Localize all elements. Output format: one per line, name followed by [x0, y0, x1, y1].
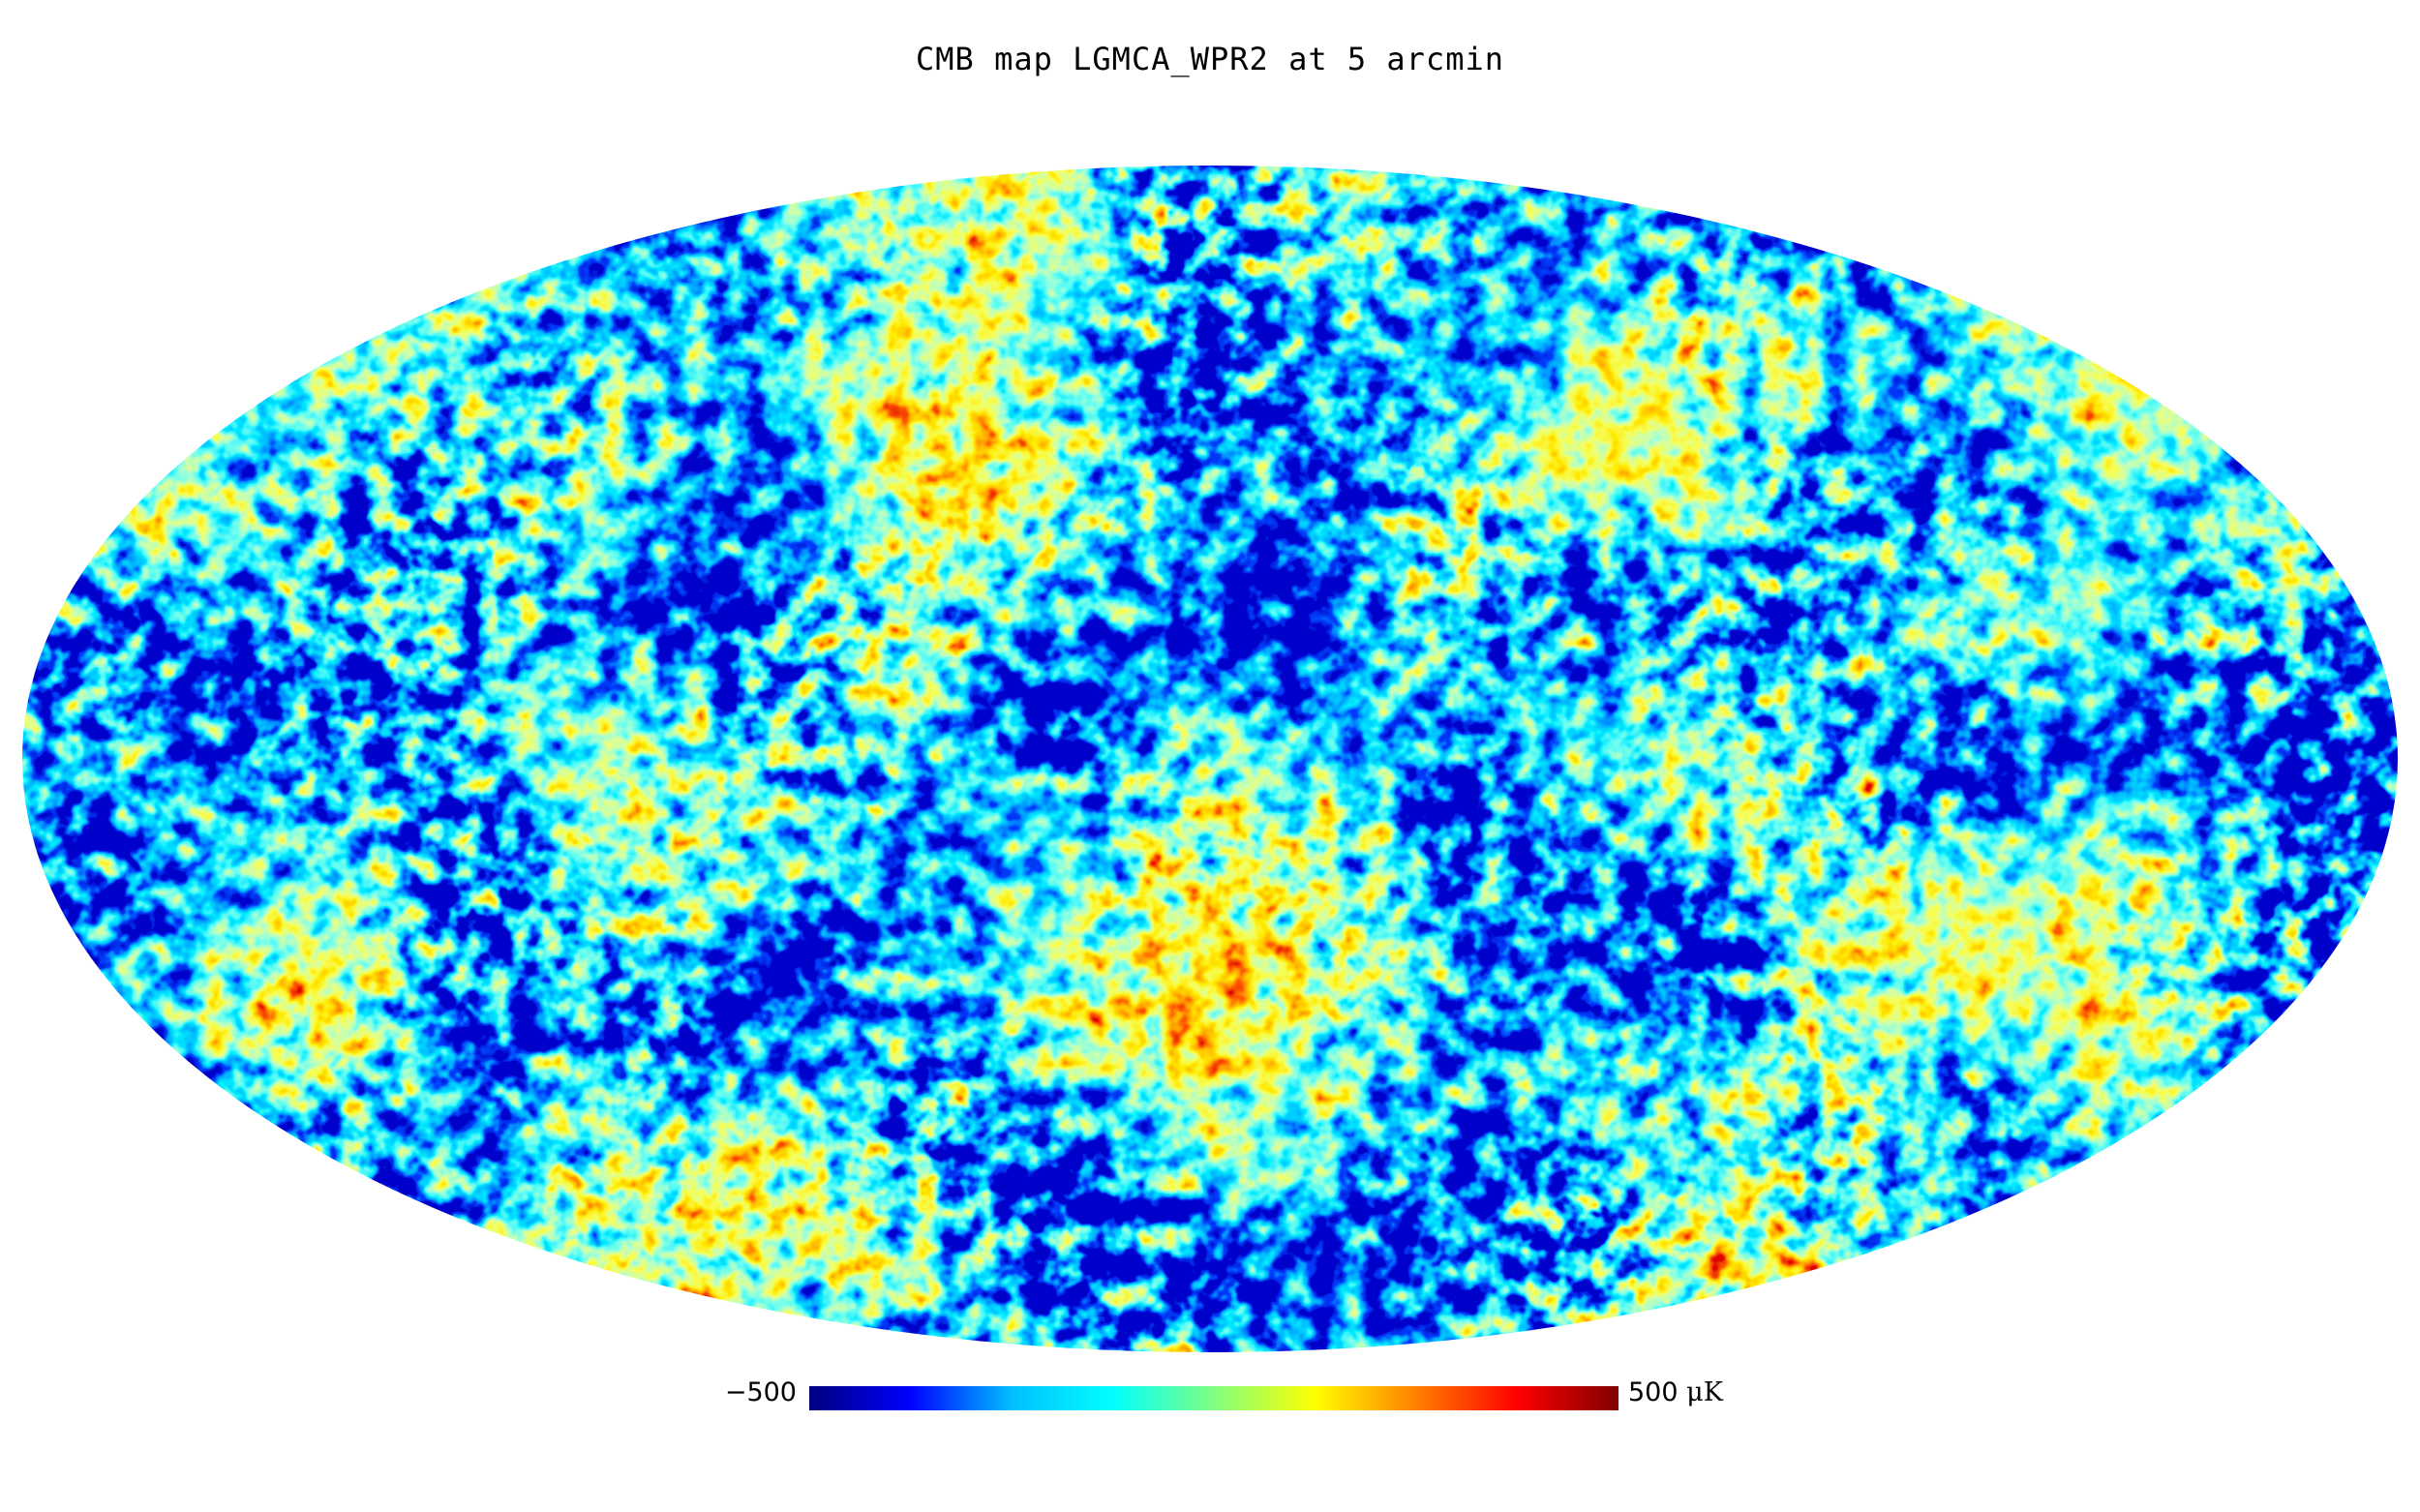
map-title: CMB map LGMCA_WPR2 at 5 arcmin [916, 41, 1504, 77]
colorbar-min-label: −500 [724, 1377, 797, 1407]
mollweide-map-area [22, 166, 2398, 1352]
colorbar-max-label: 500 μK [1628, 1377, 1723, 1407]
colorbar-max-value: 500 [1628, 1377, 1679, 1407]
colorbar [809, 1386, 1618, 1410]
colorbar-unit: μK [1686, 1377, 1723, 1407]
